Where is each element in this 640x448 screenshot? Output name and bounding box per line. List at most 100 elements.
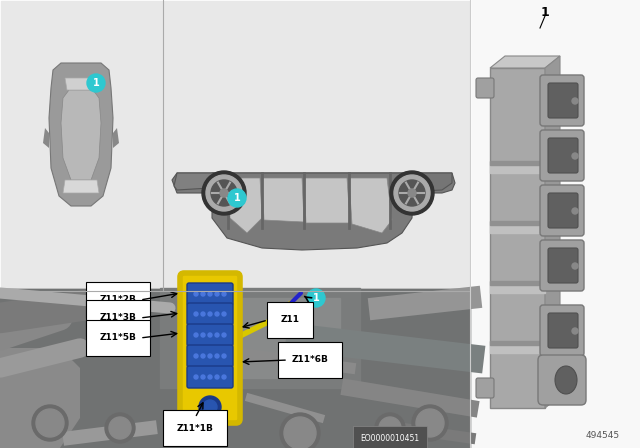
FancyBboxPatch shape [187,366,233,388]
Circle shape [215,333,219,337]
Circle shape [194,333,198,337]
Circle shape [379,417,401,439]
Circle shape [208,375,212,379]
FancyBboxPatch shape [538,355,586,405]
Circle shape [572,208,578,214]
Text: Z11*2B: Z11*2B [100,296,136,305]
Polygon shape [174,173,214,190]
Circle shape [375,413,405,443]
Ellipse shape [555,366,577,394]
Circle shape [416,409,444,437]
Polygon shape [228,178,262,233]
Bar [490,221,545,225]
Text: EO0000010451: EO0000010451 [360,434,420,443]
FancyBboxPatch shape [548,83,578,118]
Circle shape [399,180,425,206]
FancyBboxPatch shape [187,303,233,325]
Circle shape [222,333,226,337]
Circle shape [208,312,212,316]
Circle shape [280,413,320,448]
Polygon shape [262,178,304,222]
Circle shape [215,354,219,358]
Polygon shape [304,178,350,223]
Circle shape [220,189,228,197]
Circle shape [215,312,219,316]
Bar [490,285,545,293]
Circle shape [228,189,246,207]
FancyBboxPatch shape [540,185,584,236]
Bar [490,161,545,165]
Circle shape [208,292,212,296]
Circle shape [105,413,135,443]
Circle shape [390,171,434,215]
Text: Z11: Z11 [280,315,300,324]
Circle shape [201,375,205,379]
Circle shape [201,292,205,296]
Polygon shape [43,128,49,148]
Circle shape [572,98,578,104]
Circle shape [87,74,105,92]
Circle shape [36,409,64,437]
FancyBboxPatch shape [540,240,584,291]
Text: Z11*6B: Z11*6B [292,356,328,365]
FancyBboxPatch shape [548,248,578,283]
Polygon shape [490,56,560,68]
FancyBboxPatch shape [187,324,233,346]
Polygon shape [61,90,101,180]
Bar [472,0,640,448]
FancyBboxPatch shape [476,78,494,98]
Circle shape [109,417,131,439]
Text: Z11*5B: Z11*5B [100,333,136,343]
Circle shape [211,180,237,206]
Circle shape [307,289,325,307]
Bar [490,225,545,233]
Circle shape [201,312,205,316]
Bar [0,289,470,448]
Circle shape [201,354,205,358]
Circle shape [284,417,316,448]
Circle shape [222,375,226,379]
Circle shape [203,400,217,414]
Polygon shape [63,180,99,193]
FancyBboxPatch shape [548,138,578,173]
Polygon shape [65,78,97,90]
Circle shape [206,175,242,211]
Polygon shape [349,178,392,233]
FancyBboxPatch shape [187,283,233,305]
Circle shape [215,292,219,296]
Circle shape [201,333,205,337]
Circle shape [394,175,430,211]
Polygon shape [0,348,80,448]
FancyBboxPatch shape [180,273,240,423]
FancyBboxPatch shape [187,345,233,367]
Polygon shape [49,63,113,206]
Bar [0,289,470,448]
FancyBboxPatch shape [548,313,578,348]
Circle shape [572,153,578,159]
Circle shape [208,333,212,337]
Polygon shape [172,173,455,193]
FancyBboxPatch shape [476,378,494,398]
Text: 1: 1 [234,193,241,203]
Circle shape [215,375,219,379]
Polygon shape [212,173,414,250]
Circle shape [412,405,448,441]
FancyBboxPatch shape [548,193,578,228]
Bar [180,298,340,378]
FancyBboxPatch shape [540,305,584,356]
Circle shape [572,263,578,269]
Circle shape [32,405,68,441]
Circle shape [222,354,226,358]
Circle shape [194,354,198,358]
FancyBboxPatch shape [540,75,584,126]
Polygon shape [113,128,119,148]
Circle shape [222,312,226,316]
FancyBboxPatch shape [540,130,584,181]
Circle shape [202,171,246,215]
Circle shape [199,396,221,418]
Bar [490,165,545,173]
Bar [1,1,162,290]
Bar [490,345,545,353]
Polygon shape [545,56,560,408]
Circle shape [222,292,226,296]
